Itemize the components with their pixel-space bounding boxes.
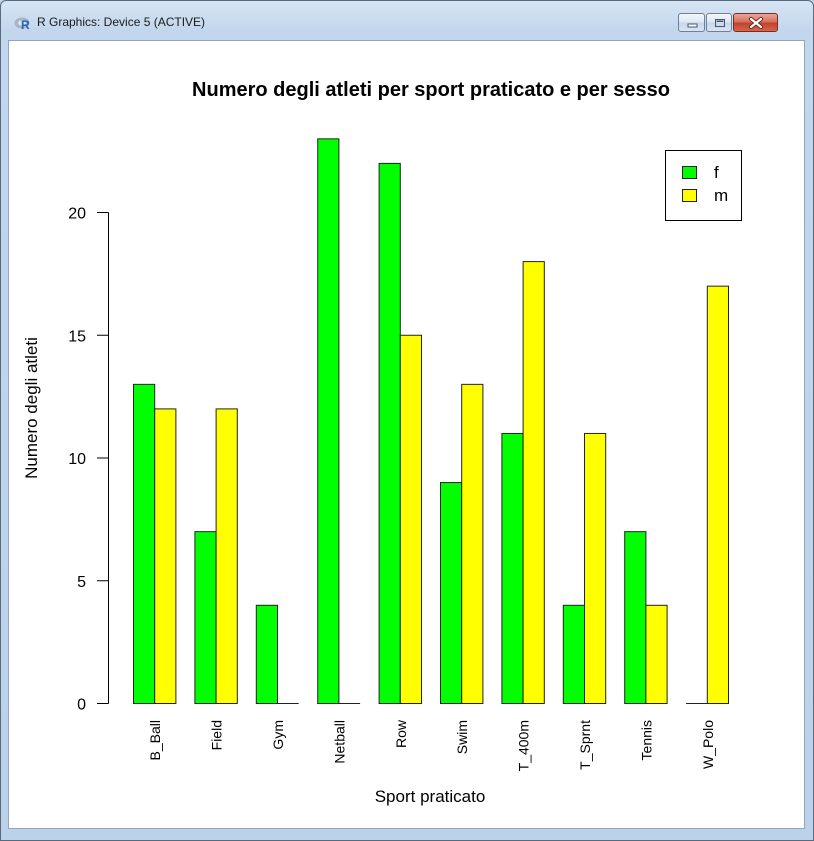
- x-tick-label: Swim: [454, 720, 470, 754]
- window-title: R Graphics: Device 5 (ACTIVE): [37, 15, 206, 29]
- bar-m-swim: [461, 383, 484, 704]
- y-tick-label: 0: [77, 697, 86, 714]
- x-tick-label: Netball: [331, 720, 347, 764]
- x-tick-label: T_Sprnt: [577, 720, 593, 770]
- x-tick-label: Row: [393, 719, 409, 748]
- y-tick-label: 10: [68, 451, 86, 468]
- x-tick-label: Tennis: [638, 720, 654, 760]
- bar-m-b_ball: [154, 408, 177, 704]
- bar-f-netball: [317, 138, 340, 705]
- x-tick-label: W_Polo: [700, 720, 716, 769]
- legend-swatch-m: [682, 189, 697, 202]
- x-tick-label: Field: [209, 720, 225, 750]
- r-logo-icon: R: [14, 17, 30, 30]
- minimize-button[interactable]: [678, 13, 705, 32]
- x-tick-label: B_Ball: [147, 720, 163, 760]
- minimize-icon: [687, 23, 698, 28]
- y-axis-label: Numero degli atleti: [22, 337, 41, 479]
- close-icon: [749, 17, 763, 29]
- close-button[interactable]: [733, 13, 778, 32]
- y-tick-label: 5: [77, 574, 86, 591]
- bar-f-field: [194, 531, 217, 705]
- bar-f-tennis: [624, 531, 647, 705]
- bar-f-t_sprnt: [562, 604, 585, 704]
- bar-f-gym: [255, 604, 278, 704]
- maximize-button[interactable]: [706, 13, 732, 32]
- bar-m-field: [215, 408, 238, 704]
- svg-text:R: R: [21, 18, 30, 30]
- bar-f-t_400m: [501, 432, 524, 704]
- bar-m-w_polo: [706, 285, 729, 704]
- title-bar[interactable]: R R Graphics: Device 5 (ACTIVE): [1, 1, 813, 33]
- bar-m-t_400m: [522, 261, 545, 704]
- x-tick-label: Gym: [270, 720, 286, 750]
- x-tick-label: T_400m: [516, 720, 532, 771]
- bar-m-row: [399, 334, 422, 704]
- maximize-icon: [715, 19, 725, 27]
- legend-box: [665, 150, 742, 221]
- bar-f-swim: [440, 482, 463, 704]
- chart-title: Numero degli atleti per sport praticato …: [192, 79, 670, 101]
- y-tick-label: 20: [68, 206, 86, 223]
- legend-label-f: f: [714, 163, 719, 182]
- bar-m-tennis: [645, 604, 668, 704]
- x-axis-label: Sport praticato: [375, 787, 486, 806]
- legend-label-m: m: [714, 186, 728, 205]
- bar-f-row: [378, 162, 401, 704]
- legend-swatch-f: [682, 166, 697, 179]
- bar-m-t_sprnt: [584, 432, 607, 704]
- bar-f-b_ball: [133, 383, 156, 704]
- y-tick-label: 15: [68, 328, 86, 345]
